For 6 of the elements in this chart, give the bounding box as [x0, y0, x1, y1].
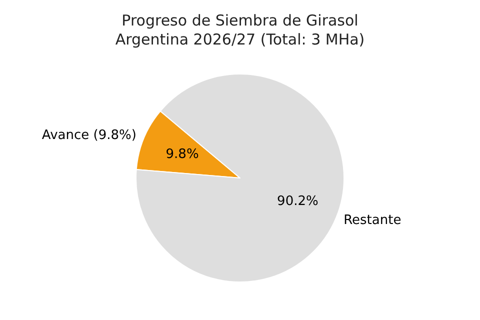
slice-label: Avance (9.8%): [42, 128, 136, 143]
data-label: 90.2%: [277, 194, 318, 210]
data-label: 9.8%: [166, 146, 199, 162]
chart-title: Progreso de Siembra de Girasol: [122, 12, 358, 30]
slice-label: Restante: [344, 213, 402, 228]
chart-subtitle: Argentina 2026/27 (Total: 3 MHa): [115, 30, 365, 48]
